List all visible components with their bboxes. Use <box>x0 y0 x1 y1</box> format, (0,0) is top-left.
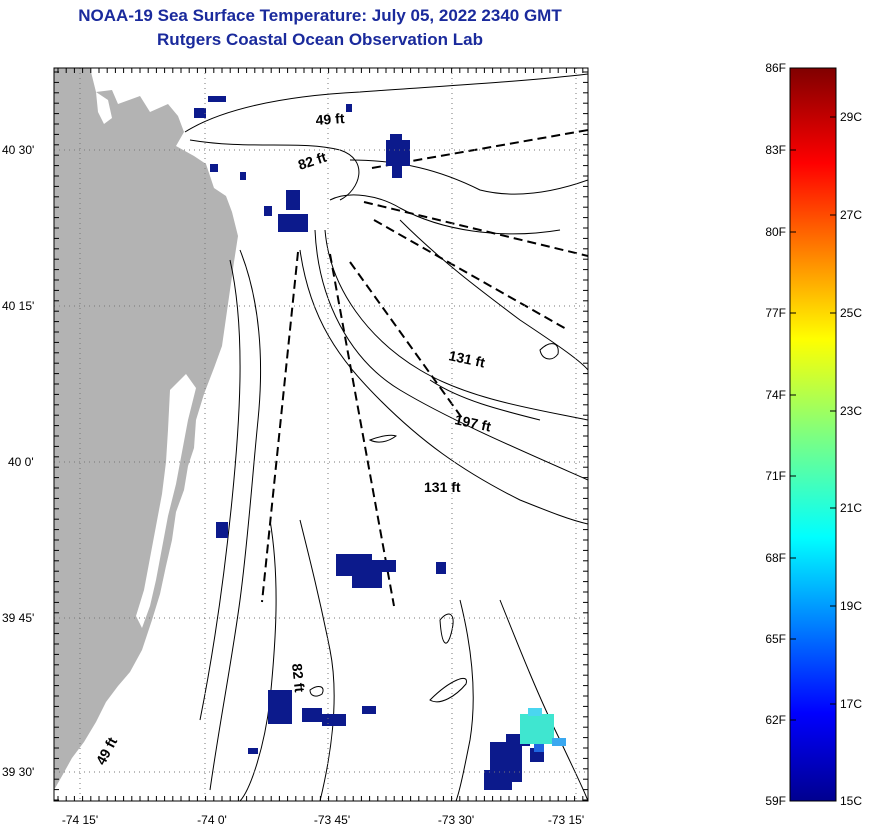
lon-label-74-0: -74 0' <box>197 813 227 827</box>
lon-label-73-30: -73 30' <box>438 813 474 827</box>
colorbar-f-65: 65F <box>765 632 786 646</box>
colorbar-c-27: 27C <box>840 208 862 222</box>
colorbar-f-59: 59F <box>765 794 786 808</box>
upper-bay <box>96 92 112 124</box>
grid-lines <box>54 68 588 801</box>
colorbar-f-62: 62F <box>765 713 786 727</box>
colorbar-f-77: 77F <box>765 306 786 320</box>
lon-label-73-45: -73 45' <box>314 813 350 827</box>
colorbar-f-74: 74F <box>765 388 786 402</box>
depth-label-49ft-north: 49 ft <box>315 110 345 128</box>
lat-label-40-30: 40 30' <box>2 143 34 157</box>
map-subtitle: Rutgers Coastal Ocean Observation Lab <box>157 30 483 49</box>
land-mass <box>54 68 238 790</box>
colorbar-c-29: 29C <box>840 110 862 124</box>
map-frame <box>53 67 589 802</box>
depth-label-82ft-south: 82 ft <box>289 663 308 694</box>
colorbar-c-19: 19C <box>840 599 862 613</box>
colorbar-c-15: 15C <box>840 794 862 808</box>
lat-label-39-45: 39 45' <box>2 611 34 625</box>
colorbar-f-86: 86F <box>765 61 786 75</box>
colorbar-c-25: 25C <box>840 306 862 320</box>
colorbar-ticks <box>790 116 836 721</box>
colorbar-f-68: 68F <box>765 551 786 565</box>
depth-label-197ft: 197 ft <box>453 411 492 434</box>
colorbar-f-80: 80F <box>765 225 786 239</box>
axis-ticks <box>54 68 588 801</box>
warm-water-patch <box>520 708 566 752</box>
map-title: NOAA-19 Sea Surface Temperature: July 05… <box>78 6 562 25</box>
colorbar-c-23: 23C <box>840 404 862 418</box>
back-bay <box>136 374 196 628</box>
colorbar-c-17: 17C <box>840 697 862 711</box>
lat-label-40-15: 40 15' <box>2 299 34 313</box>
colorbar-c-21: 21C <box>840 501 862 515</box>
colorbar-f-83: 83F <box>765 143 786 157</box>
cold-water-patches <box>194 96 544 790</box>
depth-label-131ft-south: 131 ft <box>424 479 461 495</box>
colorbar-f-71: 71F <box>765 469 786 483</box>
lat-label-40-0: 40 0' <box>8 455 34 469</box>
depth-label-131ft-east: 131 ft <box>447 347 486 370</box>
lon-label-74-15: -74 15' <box>62 813 98 827</box>
colorbar <box>789 67 837 802</box>
lat-label-39-30: 39 30' <box>2 765 34 779</box>
lon-label-73-15: -73 15' <box>548 813 584 827</box>
